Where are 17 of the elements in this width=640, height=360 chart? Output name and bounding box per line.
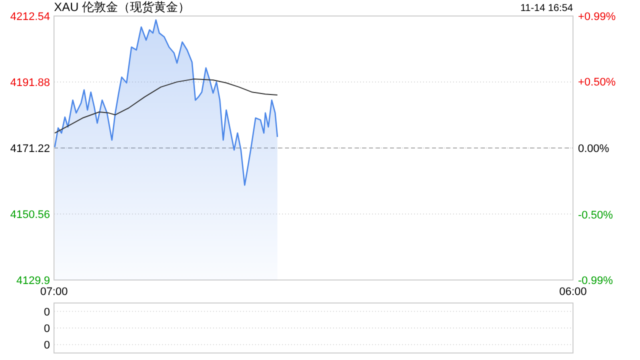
y-tick-label: 4212.54 (10, 11, 50, 23)
y-tick-label: 4150.56 (10, 209, 50, 221)
y2-tick-label: +0.50% (578, 76, 616, 88)
y2-tick-label: +0.99% (578, 11, 616, 23)
x-tick-label: 06:00 (559, 286, 587, 298)
y2-tick-label: 0.00% (578, 143, 610, 155)
y-tick-label: 4171.22 (10, 143, 50, 155)
text: 0 (44, 306, 50, 318)
text: 11-14 16:54 (520, 3, 574, 14)
chart-title: XAU 伦敦金（现货黄金） (54, 0, 190, 14)
y2-tick-label: -0.50% (578, 210, 614, 222)
y-tick-label: 4129.9 (16, 275, 50, 287)
x-tick-label: 07:00 (40, 286, 68, 298)
y-tick-label: 4191.88 (10, 77, 50, 89)
text: 0 (44, 323, 50, 335)
text: 0 (44, 340, 50, 352)
y2-tick-label: -0.99% (578, 275, 614, 287)
